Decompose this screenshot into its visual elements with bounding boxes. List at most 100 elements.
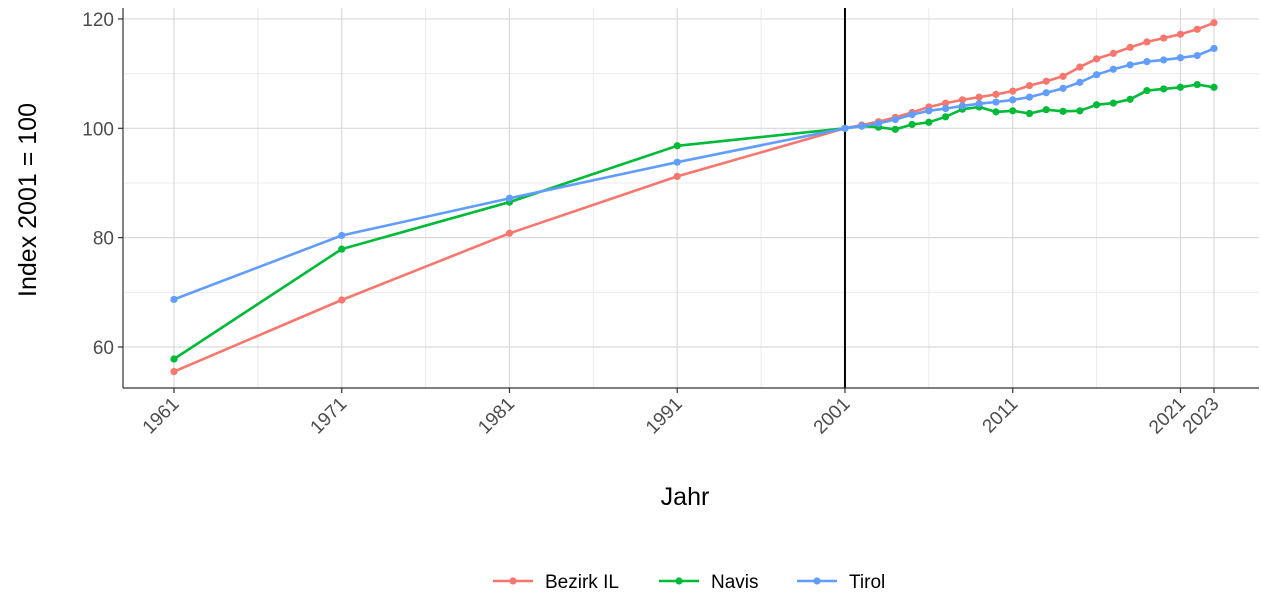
data-point [1092,55,1101,63]
legend-item-navis: Navis [659,572,759,593]
data-point [958,102,966,110]
data-point [992,90,1000,98]
data-point [1193,25,1201,33]
data-point [673,172,681,181]
legend-label: Tirol [849,572,885,593]
data-point [1143,86,1151,95]
data-point [992,98,1000,106]
data-point [1092,101,1101,109]
gridlines [123,8,1259,388]
data-point [338,245,346,253]
data-point [992,108,1000,116]
data-point [841,124,849,132]
data-point [858,122,866,130]
data-point [1126,95,1134,103]
data-point [975,93,983,101]
series-line [173,83,1215,361]
data-point [170,367,178,376]
legend-item-tirol: Tirol [797,572,885,593]
data-point [1193,80,1201,89]
data-point [1109,99,1117,107]
y-tick-label: 100 [82,119,114,140]
data-point [1025,82,1034,90]
series-navis [170,80,1218,363]
legend-item-bezirk-il: Bezirk IL [493,572,619,593]
axes [118,8,1259,393]
y-tick-label: 60 [93,338,114,359]
data-point [1210,44,1218,53]
y-axis-title: Index 2001 = 100 [14,103,42,297]
legend-key-point [675,577,683,585]
series-line [173,21,1215,373]
x-tick-label: 1971 [307,394,352,439]
x-tick-label: 1961 [139,394,184,439]
data-point [975,100,983,108]
data-point [1143,57,1151,66]
data-point [891,115,899,124]
y-tick-label: 80 [93,229,114,250]
series-bezirk-il [170,19,1218,376]
data-point [673,158,681,166]
data-point [942,99,950,107]
data-point [1160,34,1168,42]
data-point [1042,89,1050,97]
x-tick-label: 2021 [1145,394,1190,439]
data-point [1009,87,1017,95]
data-point [1176,83,1185,91]
data-point [1109,65,1117,73]
x-tick-label: 2011 [979,394,1023,438]
legend-label: Navis [711,572,759,593]
data-point [1009,107,1017,115]
data-point [673,142,681,150]
data-point [1160,85,1168,93]
data-point [1092,71,1101,79]
data-point [170,295,178,304]
data-point [942,105,950,113]
data-point [1076,63,1084,71]
data-point [1042,106,1050,114]
legend-key-point [509,577,517,585]
data-point [908,120,916,129]
data-point [891,125,899,133]
x-tick-label: 2001 [810,394,855,439]
data-point [1009,96,1017,104]
x-axis-title: Jahr [661,483,710,511]
x-tick-label: 1981 [474,394,519,439]
data-point [1176,30,1185,38]
data-point [338,231,346,240]
series-layer [170,19,1218,376]
data-point [1042,77,1050,85]
data-point [1160,56,1168,64]
x-tick-label: 2023 [1179,394,1224,439]
data-point [1193,51,1201,60]
data-point [1176,54,1185,62]
data-point [1025,93,1034,101]
x-tick-label: 1991 [642,394,687,439]
data-point [505,194,514,202]
data-point [1126,43,1134,51]
data-point [942,113,950,121]
data-point [505,229,514,237]
data-point [1109,49,1117,57]
data-point [1025,109,1034,118]
data-point [1210,83,1218,91]
data-point [958,96,966,104]
data-point [1143,38,1151,46]
data-point [1126,61,1134,69]
data-point [1210,19,1218,27]
data-point [874,119,883,127]
series-tirol [170,44,1218,304]
legend-key-point [813,577,821,585]
data-point [1059,84,1067,92]
data-point [1076,78,1084,86]
data-point [1076,107,1084,115]
data-point [925,118,933,126]
legend-label: Bezirk IL [545,572,619,593]
data-point [1059,107,1067,115]
data-point [338,296,346,304]
data-point [908,111,916,119]
data-point [170,355,178,363]
y-tick-label: 120 [82,10,114,31]
